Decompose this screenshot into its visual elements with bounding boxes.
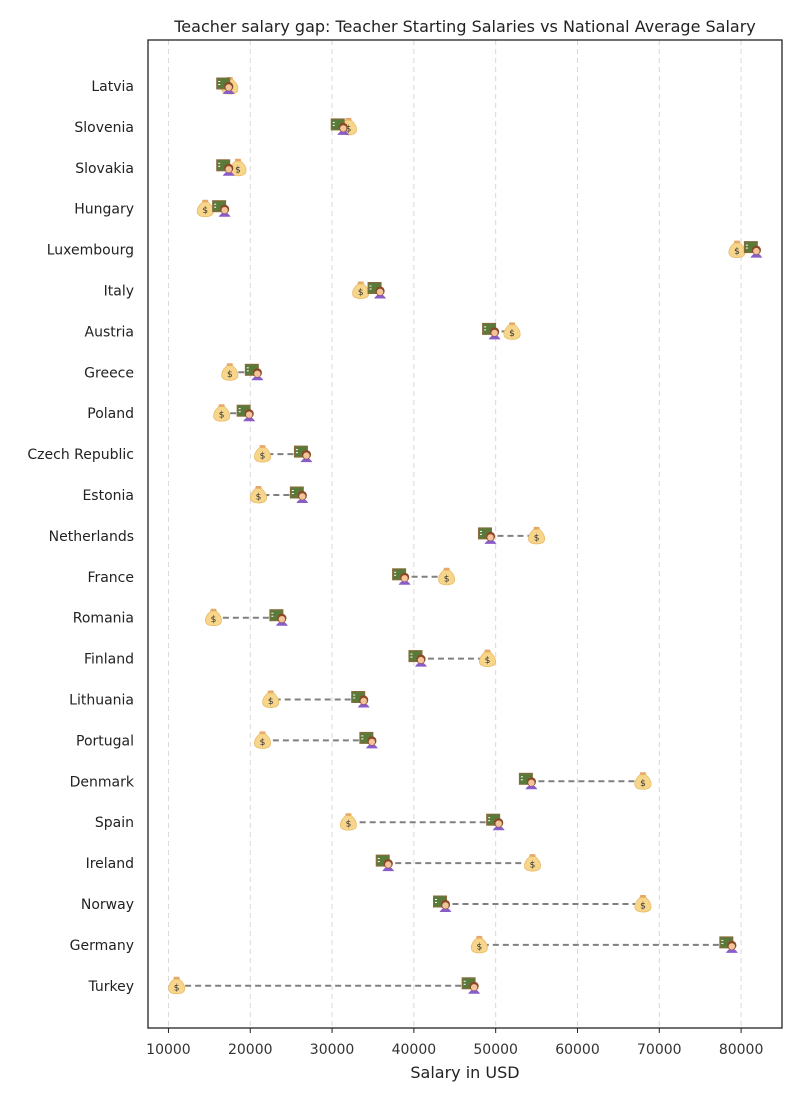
y-category-label: Hungary: [74, 202, 134, 218]
teacher-icon: [212, 200, 232, 218]
money-bag-icon: [728, 240, 746, 259]
teacher-icon: [486, 813, 506, 831]
teacher-icon: [433, 895, 453, 913]
y-category-label: Romania: [73, 611, 134, 627]
y-category-label: Turkey: [87, 979, 134, 995]
teacher-icon: [351, 691, 371, 708]
x-tick-label: 30000: [310, 1042, 355, 1058]
money-bag-icon: [221, 362, 239, 381]
y-category-label: Portugal: [76, 733, 134, 749]
money-bag-icon: [527, 526, 546, 545]
money-bag-icon: [262, 690, 280, 708]
y-category-label: Italy: [104, 284, 134, 300]
y-category-label: Poland: [87, 406, 134, 422]
teacher-icon: [461, 977, 481, 995]
y-category-label: Netherlands: [49, 529, 134, 545]
money-bag-icon: [249, 485, 268, 504]
teacher-icon: [375, 854, 395, 872]
y-category-label: Latvia: [91, 79, 134, 95]
x-tick-label: 70000: [637, 1042, 682, 1058]
y-category-label: Czech Republic: [27, 447, 134, 463]
money-bag-icon: [478, 649, 497, 668]
teacher-icon: [477, 527, 497, 545]
y-category-label: Ireland: [86, 856, 134, 872]
x-tick-label: 80000: [719, 1042, 764, 1058]
teacher-icon: [482, 322, 502, 340]
money-bag-icon: [634, 894, 652, 913]
chart-title: Teacher salary gap: Teacher Starting Sal…: [173, 17, 756, 36]
money-bag-icon: [196, 199, 214, 218]
money-bag-icon: [523, 853, 542, 872]
money-bag-icon: [470, 935, 488, 954]
money-bag-icon: [339, 812, 358, 831]
teacher-icon: [216, 159, 236, 177]
x-tick-label: 10000: [146, 1042, 191, 1058]
x-axis-ticks: 10000 20000 30000 40000 50000 60000 70000 80000: [146, 1028, 763, 1058]
y-axis-labels: Latvia Slovenia Slovakia Hungary Luxembourg I…: [27, 79, 134, 995]
money-bag-icon: [212, 403, 231, 422]
y-category-label: Finland: [84, 652, 134, 668]
y-category-label: Denmark: [70, 774, 135, 790]
money-bag-icon: [167, 976, 186, 995]
marker-layer: [167, 76, 763, 995]
teacher-icon: [408, 650, 428, 668]
money-bag-icon: [253, 730, 272, 749]
y-category-label: Germany: [70, 938, 134, 954]
money-bag-icon: [503, 321, 521, 340]
teacher-icon: [293, 445, 313, 463]
grid-layer: [167, 40, 742, 1028]
y-category-label: France: [87, 570, 134, 586]
y-category-label: Luxembourg: [47, 243, 134, 259]
money-bag-icon: [634, 771, 652, 790]
x-tick-label: 20000: [228, 1042, 273, 1058]
teacher-icon: [367, 282, 387, 299]
y-category-label: Greece: [84, 365, 134, 381]
money-bag-icon: [352, 281, 370, 299]
y-category-label: Lithuania: [69, 693, 134, 709]
x-tick-label: 40000: [392, 1042, 437, 1058]
x-tick-label: 60000: [555, 1042, 600, 1058]
y-category-label: Spain: [95, 815, 134, 831]
connector-layer: [176, 85, 754, 987]
teacher-icon: [269, 609, 289, 627]
teacher-icon: [236, 404, 256, 422]
x-tick-label: 50000: [473, 1042, 518, 1058]
y-category-label: Austria: [85, 324, 134, 340]
teacher-icon: [743, 241, 763, 259]
y-category-label: Slovenia: [74, 120, 134, 136]
teacher-icon: [359, 731, 379, 749]
y-category-label: Estonia: [82, 488, 134, 504]
y-category-label: Norway: [81, 897, 134, 913]
teacher-icon: [244, 363, 264, 381]
money-bag-icon: [253, 444, 272, 463]
x-axis-label: Salary in USD: [410, 1063, 519, 1082]
money-bag-icon: [204, 608, 223, 627]
teacher-icon: [392, 568, 412, 586]
teacher-icon: [518, 772, 538, 790]
y-category-label: Slovakia: [75, 161, 134, 177]
teacher-icon: [719, 936, 739, 954]
teacher-icon: [289, 486, 309, 504]
plot-frame: [147, 39, 783, 1029]
money-bag-icon: [437, 567, 456, 586]
